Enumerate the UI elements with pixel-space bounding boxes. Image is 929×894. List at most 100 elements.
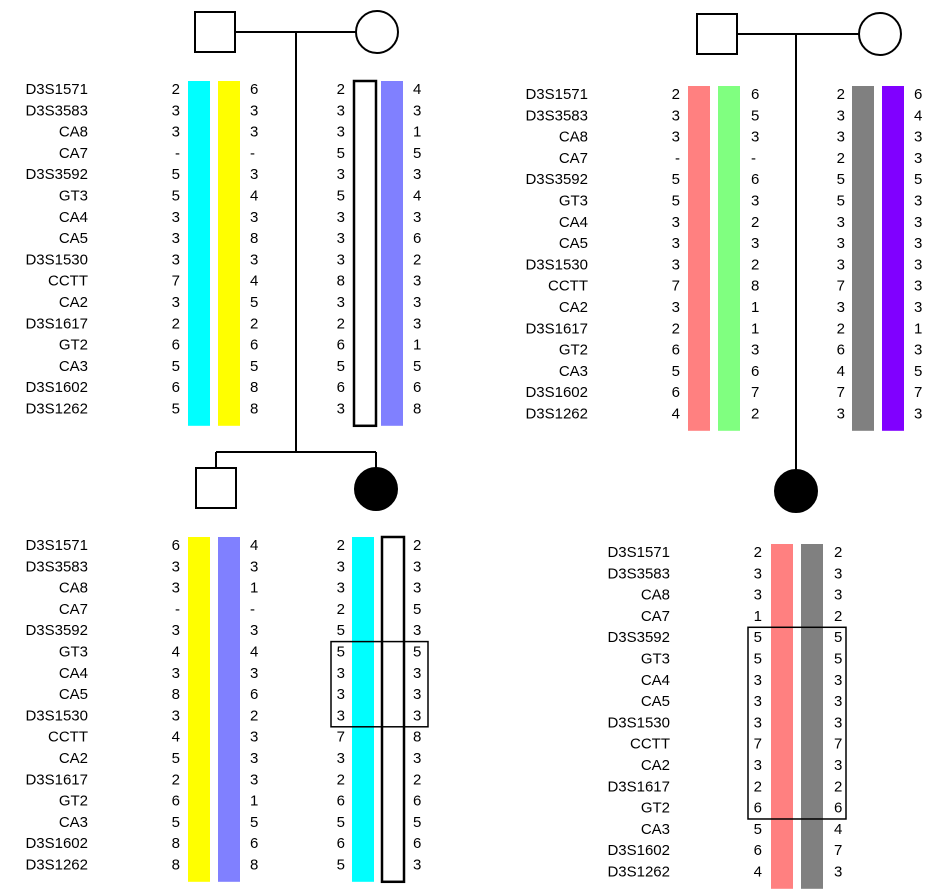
allele-value: 3 bbox=[672, 129, 680, 146]
allele-value: 3 bbox=[172, 558, 180, 575]
marker-label: CA8 bbox=[59, 580, 88, 597]
allele-value: 3 bbox=[413, 857, 421, 874]
marker-label: CA8 bbox=[559, 129, 588, 146]
allele-value: 8 bbox=[172, 835, 180, 852]
allele-value: 3 bbox=[413, 622, 421, 639]
family-1-affected-daughter-haplotypes: 2 3 3 2 5 5 3 3 3 7 3 2 6 5 6 5 2 3 3 5 3 5 3 3 3 8 3 2 6 5 6 3 bbox=[337, 535, 421, 884]
marker-label: D3S1571 bbox=[525, 86, 588, 103]
allele-value: 8 bbox=[250, 857, 258, 874]
marker-label: D3S1617 bbox=[607, 778, 670, 795]
allele-value: 3 bbox=[250, 251, 258, 268]
allele-value: 5 bbox=[837, 193, 845, 210]
family-2-mother-symbol bbox=[858, 12, 902, 56]
allele-value: 7 bbox=[754, 736, 762, 753]
allele-value: 2 bbox=[672, 320, 680, 337]
family-1-pedigree bbox=[194, 10, 399, 511]
allele-value: 3 bbox=[172, 230, 180, 247]
allele-value: 3 bbox=[337, 294, 345, 311]
marker-label: CA5 bbox=[59, 230, 88, 247]
marker-label: D3S1602 bbox=[525, 384, 588, 401]
allele-value: 2 bbox=[337, 771, 345, 788]
marker-label: D3S1617 bbox=[25, 315, 88, 332]
marker-label: CA5 bbox=[641, 693, 670, 710]
allele-value: 3 bbox=[413, 665, 421, 682]
allele-value: 3 bbox=[413, 558, 421, 575]
marker-label: D3S1602 bbox=[607, 842, 670, 859]
allele-value: 3 bbox=[672, 235, 680, 252]
haplotype-bar-yellow bbox=[218, 81, 240, 426]
allele-value: 3 bbox=[672, 256, 680, 273]
allele-value: 4 bbox=[834, 821, 842, 838]
allele-value: 5 bbox=[337, 644, 345, 661]
allele-value: 4 bbox=[250, 273, 258, 290]
marker-label: CA5 bbox=[59, 686, 88, 703]
allele-value: 5 bbox=[413, 814, 421, 831]
family-1-son-symbol bbox=[195, 467, 237, 509]
allele-value: 3 bbox=[834, 672, 842, 689]
allele-value: 2 bbox=[834, 778, 842, 795]
marker-label: D3S1617 bbox=[525, 320, 588, 337]
allele-value: 5 bbox=[837, 171, 845, 188]
allele-value: 1 bbox=[914, 320, 922, 337]
allele-value: 3 bbox=[337, 750, 345, 767]
marker-label: CA7 bbox=[559, 150, 588, 167]
marker-label: CCTT bbox=[48, 729, 88, 746]
allele-value: 3 bbox=[751, 193, 759, 210]
haplotype-bar-white bbox=[380, 535, 406, 884]
allele-value: 3 bbox=[413, 580, 421, 597]
marker-label: CA2 bbox=[59, 294, 88, 311]
family-1-father-haplotypes: D3S1571 D3S3583 CA8 CA7 D3S3592 GT3 CA4 CA5 D3S1… bbox=[25, 81, 258, 426]
allele-value: 3 bbox=[672, 214, 680, 231]
allele-value: 8 bbox=[337, 273, 345, 290]
haplotype-bar-gray bbox=[801, 544, 823, 889]
allele-value: 2 bbox=[172, 771, 180, 788]
marker-label: D3S3592 bbox=[607, 629, 670, 646]
marker-label: CA4 bbox=[641, 672, 670, 689]
allele-value: 3 bbox=[413, 102, 421, 119]
allele-value: 4 bbox=[250, 188, 258, 205]
haplotype-bar-blue bbox=[218, 537, 240, 882]
allele-value: 3 bbox=[914, 278, 922, 295]
allele-value: 6 bbox=[837, 342, 845, 359]
allele-value: 3 bbox=[754, 693, 762, 710]
allele-value: 8 bbox=[250, 379, 258, 396]
allele-value: 2 bbox=[337, 537, 345, 554]
allele-value: 3 bbox=[172, 124, 180, 141]
allele-value: 2 bbox=[172, 315, 180, 332]
marker-label: CA8 bbox=[641, 587, 670, 604]
allele-value: 8 bbox=[250, 230, 258, 247]
allele-value: 3 bbox=[337, 686, 345, 703]
allele-value: 3 bbox=[413, 273, 421, 290]
marker-label: D3S1602 bbox=[25, 835, 88, 852]
marker-label: CA3 bbox=[559, 363, 588, 380]
marker-label: CA4 bbox=[59, 665, 88, 682]
allele-value: 8 bbox=[751, 278, 759, 295]
allele-value: 3 bbox=[172, 665, 180, 682]
allele-value: 3 bbox=[837, 107, 845, 124]
allele-value: 5 bbox=[834, 651, 842, 668]
family-1-mother-haplotypes: 2 3 3 5 3 5 3 3 3 8 3 2 6 5 6 3 4 3 1 5 3 4 3 6 2 3 3 3 1 5 6 8 bbox=[337, 79, 421, 428]
family-2-shared-region-box bbox=[747, 626, 847, 820]
allele-value: 6 bbox=[172, 379, 180, 396]
allele-value: 4 bbox=[754, 864, 762, 881]
family-2-affected-daughter-haplotypes: D3S1571 D3S3583 CA8 CA7 D3S3592 GT3 CA4 CA5 D3S1… bbox=[607, 544, 842, 889]
allele-value: 3 bbox=[672, 107, 680, 124]
allele-value: 4 bbox=[914, 107, 922, 124]
allele-value: - bbox=[250, 601, 255, 618]
allele-value: 6 bbox=[172, 537, 180, 554]
marker-label: D3S1530 bbox=[607, 714, 670, 731]
marker-label: GT2 bbox=[59, 793, 88, 810]
allele-value: 6 bbox=[672, 384, 680, 401]
haplotype-bar-yellow bbox=[188, 537, 210, 882]
allele-value: 8 bbox=[413, 401, 421, 418]
allele-value: 4 bbox=[672, 406, 680, 423]
allele-value: 2 bbox=[250, 707, 258, 724]
marker-label: D3S1617 bbox=[25, 771, 88, 788]
allele-value: 5 bbox=[172, 401, 180, 418]
allele-value: 3 bbox=[914, 193, 922, 210]
allele-value: 6 bbox=[834, 800, 842, 817]
allele-value: 6 bbox=[751, 171, 759, 188]
family-1-daughter-symbol-affected bbox=[354, 467, 398, 511]
allele-value: 2 bbox=[751, 406, 759, 423]
allele-value: 5 bbox=[672, 171, 680, 188]
